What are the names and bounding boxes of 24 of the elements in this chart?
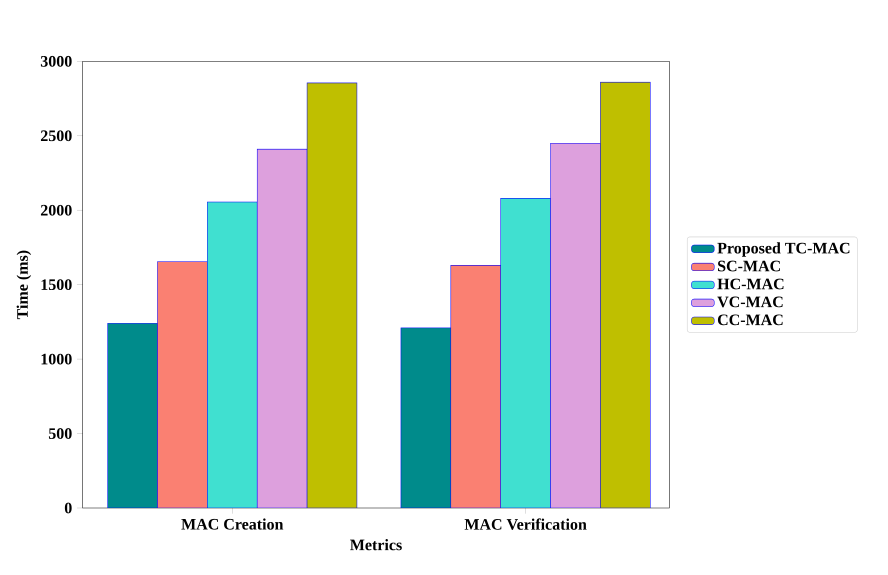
y-axis-title: Time (ms): [16, 250, 32, 320]
bar: [107, 323, 158, 508]
bar: [256, 149, 308, 508]
x-axis-title: Metrics: [350, 539, 402, 550]
legend-label: CC-MAC: [718, 314, 783, 326]
bar: [306, 82, 358, 508]
y-tick-label: 0: [64, 502, 72, 514]
legend-label: Proposed TC-MAC: [717, 242, 850, 257]
bar: [207, 202, 258, 508]
y-tick-label: 3000: [40, 56, 72, 67]
bar: [600, 82, 651, 508]
y-tick-label: 500: [48, 428, 72, 440]
x-tick-label: MAC Verification: [464, 518, 587, 530]
bar: [500, 198, 551, 508]
y-tick-label: 1000: [42, 354, 72, 365]
legend-label: HC-MAC: [717, 278, 784, 290]
y-tick-label: 2000: [40, 204, 72, 216]
bar: [550, 143, 601, 508]
legend-label: VC-MAC: [717, 296, 783, 308]
x-tick-label: MAC Creation: [181, 518, 284, 530]
legend-label: SC-MAC: [718, 260, 780, 272]
y-tick-label: 1500: [42, 279, 72, 290]
bar: [400, 328, 452, 508]
y-tick-label: 2500: [40, 130, 72, 142]
